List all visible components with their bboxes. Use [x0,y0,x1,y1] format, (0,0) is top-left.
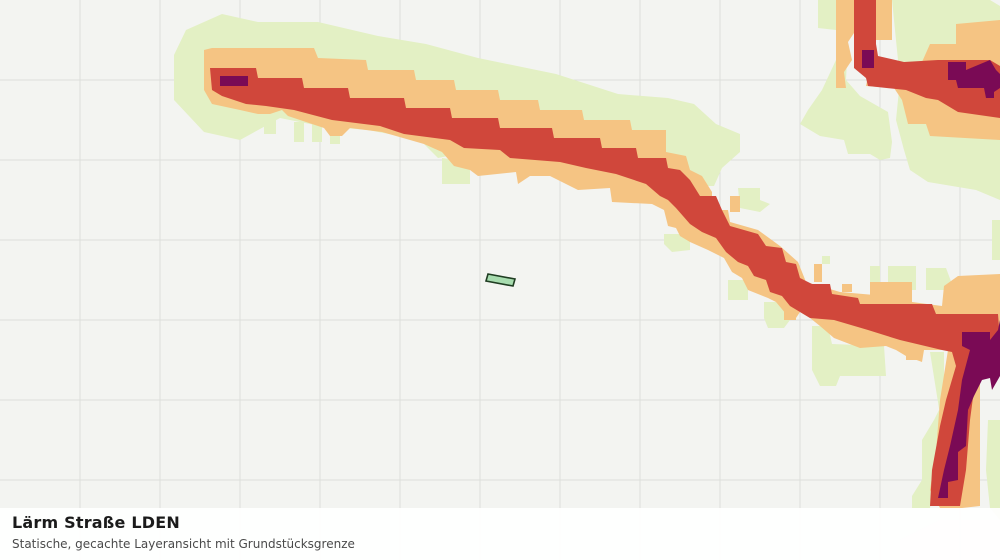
layer-subtitle: Statische, gecachte Layeransicht mit Gru… [12,537,355,551]
layer-title: Lärm Straße LDEN [12,513,180,532]
layer-caption: Lärm Straße LDEN Statische, gecachte Lay… [0,508,1000,560]
noise-zone-class-3 [210,0,1000,506]
parcel-boundary[interactable] [484,273,517,287]
noise-zone-class-4 [220,50,1000,498]
